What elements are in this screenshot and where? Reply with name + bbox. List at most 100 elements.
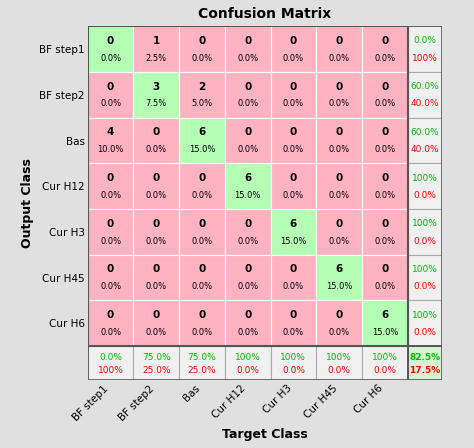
- Bar: [88, 346, 408, 380]
- Bar: [179, 26, 225, 72]
- Text: 15.0%: 15.0%: [189, 145, 215, 154]
- Text: 0.0%: 0.0%: [236, 366, 259, 375]
- Text: 0: 0: [107, 310, 114, 320]
- Text: 0.0%: 0.0%: [413, 191, 436, 200]
- Text: 0.0%: 0.0%: [374, 145, 395, 154]
- Bar: [362, 301, 408, 346]
- Bar: [88, 72, 133, 118]
- Text: 0: 0: [290, 173, 297, 183]
- Text: 0.0%: 0.0%: [191, 328, 212, 337]
- Text: 0: 0: [198, 219, 206, 229]
- Text: 0: 0: [198, 310, 206, 320]
- Text: 0: 0: [244, 219, 251, 229]
- Text: 0.0%: 0.0%: [191, 54, 212, 63]
- Text: 0: 0: [381, 82, 388, 91]
- Bar: [271, 255, 316, 301]
- Bar: [408, 164, 442, 209]
- Text: 0: 0: [153, 219, 160, 229]
- Bar: [362, 26, 408, 72]
- Bar: [179, 301, 225, 346]
- Text: 0: 0: [381, 264, 388, 275]
- Text: 0.0%: 0.0%: [100, 237, 121, 246]
- Text: 0.0%: 0.0%: [99, 353, 122, 362]
- Text: 0.0%: 0.0%: [328, 145, 350, 154]
- Bar: [408, 26, 442, 72]
- Text: 0: 0: [336, 310, 343, 320]
- Text: 5.0%: 5.0%: [191, 99, 212, 108]
- Text: 0: 0: [153, 173, 160, 183]
- Bar: [271, 72, 316, 118]
- Bar: [408, 209, 442, 255]
- Bar: [88, 255, 133, 301]
- Text: 4: 4: [107, 127, 114, 137]
- Text: 15.0%: 15.0%: [326, 282, 352, 291]
- Text: 0.0%: 0.0%: [413, 36, 436, 45]
- Text: 1: 1: [153, 36, 160, 46]
- Bar: [316, 346, 362, 380]
- Text: 0: 0: [336, 82, 343, 91]
- Text: 75.0%: 75.0%: [188, 353, 216, 362]
- Text: 0.0%: 0.0%: [328, 328, 350, 337]
- Bar: [179, 209, 225, 255]
- Text: 0.0%: 0.0%: [283, 328, 304, 337]
- X-axis label: Target Class: Target Class: [222, 428, 308, 441]
- Bar: [316, 26, 362, 72]
- Text: 0: 0: [244, 36, 251, 46]
- Text: 0.0%: 0.0%: [237, 145, 258, 154]
- Bar: [225, 301, 271, 346]
- Text: 6: 6: [290, 219, 297, 229]
- Text: 0: 0: [107, 36, 114, 46]
- Text: 0: 0: [336, 219, 343, 229]
- Text: 0: 0: [153, 127, 160, 137]
- Text: 0.0%: 0.0%: [413, 282, 436, 291]
- Text: 0.0%: 0.0%: [283, 282, 304, 291]
- Y-axis label: Output Class: Output Class: [21, 159, 34, 248]
- Text: 0: 0: [290, 82, 297, 91]
- Bar: [271, 301, 316, 346]
- Bar: [179, 164, 225, 209]
- Text: 75.0%: 75.0%: [142, 353, 171, 362]
- Text: 10.0%: 10.0%: [97, 145, 124, 154]
- Text: 0: 0: [244, 82, 251, 91]
- Bar: [88, 346, 133, 380]
- Text: 0.0%: 0.0%: [413, 237, 436, 246]
- Bar: [88, 209, 133, 255]
- Text: 0: 0: [381, 36, 388, 46]
- Text: 100%: 100%: [98, 366, 124, 375]
- Text: 0.0%: 0.0%: [413, 328, 436, 337]
- Text: 0.0%: 0.0%: [328, 191, 350, 200]
- Text: 0.0%: 0.0%: [146, 191, 167, 200]
- Bar: [133, 346, 179, 380]
- Text: 6: 6: [381, 310, 388, 320]
- Text: 17.5%: 17.5%: [409, 366, 440, 375]
- Bar: [133, 209, 179, 255]
- Text: 100%: 100%: [235, 353, 261, 362]
- Bar: [225, 255, 271, 301]
- Text: 0.0%: 0.0%: [146, 282, 167, 291]
- Text: 15.0%: 15.0%: [372, 328, 398, 337]
- Text: 0.0%: 0.0%: [100, 328, 121, 337]
- Text: 0.0%: 0.0%: [237, 282, 258, 291]
- Bar: [225, 209, 271, 255]
- Text: 0.0%: 0.0%: [146, 237, 167, 246]
- Bar: [271, 209, 316, 255]
- Text: 100%: 100%: [412, 310, 438, 319]
- Text: 0.0%: 0.0%: [374, 191, 395, 200]
- Text: 0: 0: [153, 264, 160, 275]
- Bar: [271, 164, 316, 209]
- Bar: [225, 164, 271, 209]
- Bar: [179, 72, 225, 118]
- Bar: [316, 164, 362, 209]
- Bar: [133, 118, 179, 164]
- Bar: [408, 118, 442, 164]
- Bar: [316, 255, 362, 301]
- Text: 100%: 100%: [326, 353, 352, 362]
- Bar: [88, 164, 133, 209]
- Text: 0.0%: 0.0%: [146, 328, 167, 337]
- Text: 0: 0: [336, 173, 343, 183]
- Text: 0.0%: 0.0%: [191, 191, 212, 200]
- Text: 100%: 100%: [372, 353, 398, 362]
- Text: 0.0%: 0.0%: [100, 191, 121, 200]
- Text: 0: 0: [198, 173, 206, 183]
- Text: 0.0%: 0.0%: [237, 99, 258, 108]
